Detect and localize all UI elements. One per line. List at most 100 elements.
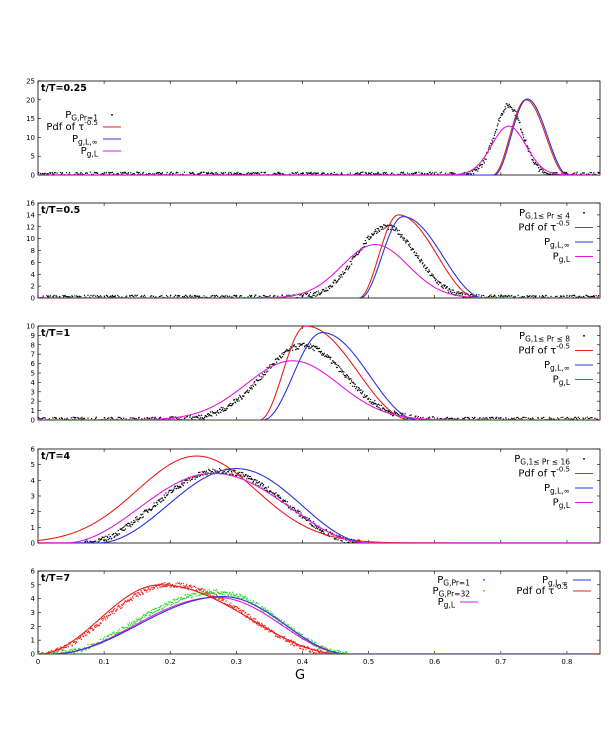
data-point	[368, 397, 370, 399]
data-point	[281, 294, 284, 296]
legend-label: PG,Pr=1	[65, 110, 98, 123]
data-point	[190, 296, 193, 298]
data-point	[183, 295, 185, 297]
data-point	[177, 582, 179, 584]
data-point	[108, 612, 111, 614]
data-point	[221, 409, 223, 412]
data-point	[349, 377, 351, 380]
data-point	[134, 521, 136, 523]
data-point	[208, 415, 210, 417]
data-point	[499, 417, 501, 419]
data-point	[216, 470, 218, 472]
data-point	[287, 504, 289, 506]
data-point	[159, 295, 162, 297]
data-point	[247, 613, 249, 615]
data-point	[165, 295, 168, 297]
data-point	[310, 296, 312, 298]
data-point	[229, 295, 231, 297]
data-point	[170, 294, 172, 296]
data-point	[187, 479, 189, 481]
data-point	[437, 173, 439, 175]
data-point	[363, 245, 365, 247]
data-point	[104, 172, 106, 174]
data-point	[259, 625, 262, 627]
data-point	[193, 585, 196, 588]
data-point	[591, 417, 593, 419]
data-point	[104, 539, 106, 541]
legend-label: Pdf of τ-0.5	[46, 119, 98, 133]
data-point	[158, 500, 160, 502]
data-point	[339, 278, 341, 280]
data-point	[417, 415, 419, 418]
data-point	[260, 626, 262, 628]
data-point	[79, 295, 81, 297]
data-point	[214, 469, 216, 471]
data-point	[139, 517, 141, 519]
data-point	[599, 172, 600, 174]
data-point	[147, 418, 149, 420]
data-point	[276, 173, 278, 175]
data-point	[108, 534, 110, 536]
data-point	[179, 584, 181, 586]
data-point	[205, 470, 208, 472]
data-point	[109, 296, 111, 298]
data-point	[566, 294, 568, 297]
data-point	[477, 170, 479, 172]
data-point	[390, 228, 392, 230]
data-point	[327, 533, 329, 535]
data-point	[229, 469, 231, 471]
data-point	[247, 296, 249, 298]
data-point	[358, 539, 360, 541]
data-point	[176, 488, 178, 490]
data-point	[310, 523, 312, 525]
data-point	[177, 487, 180, 489]
data-point	[431, 273, 433, 275]
data-point	[358, 251, 360, 253]
y-tick-label: 5	[31, 581, 35, 589]
data-point	[289, 505, 291, 507]
data-point	[165, 492, 167, 494]
data-point	[182, 582, 184, 585]
data-point	[531, 417, 534, 419]
data-point	[394, 230, 396, 232]
data-point	[121, 529, 123, 531]
data-point	[475, 168, 478, 171]
data-point	[314, 345, 316, 347]
data-point	[130, 172, 132, 174]
data-point	[351, 258, 353, 260]
data-point	[68, 172, 71, 174]
data-point	[393, 229, 395, 231]
data-point	[376, 227, 378, 230]
data-point	[317, 526, 319, 529]
data-point	[296, 645, 298, 647]
data-point	[581, 172, 584, 174]
data-point	[98, 625, 100, 627]
data-point	[74, 641, 76, 643]
data-point	[408, 245, 410, 247]
data-point	[433, 276, 435, 278]
data-point	[421, 260, 423, 262]
data-point	[96, 172, 99, 175]
data-point	[276, 358, 278, 360]
data-point	[40, 418, 42, 420]
data-point	[471, 170, 473, 172]
data-point	[318, 347, 321, 349]
data-point	[254, 172, 256, 174]
series-line-linf	[38, 332, 600, 420]
data-point	[365, 242, 368, 244]
data-point	[255, 294, 257, 296]
data-point	[80, 296, 82, 298]
data-point	[160, 586, 162, 588]
data-point	[308, 651, 310, 653]
data-point	[204, 473, 206, 476]
data-point	[115, 535, 117, 537]
data-point	[514, 109, 516, 112]
data-point	[284, 351, 286, 353]
data-point	[102, 173, 105, 175]
data-point	[157, 172, 159, 174]
data-point	[129, 599, 131, 601]
data-point	[104, 617, 106, 620]
data-point	[171, 489, 173, 491]
data-point	[208, 413, 210, 416]
data-point	[129, 598, 131, 601]
